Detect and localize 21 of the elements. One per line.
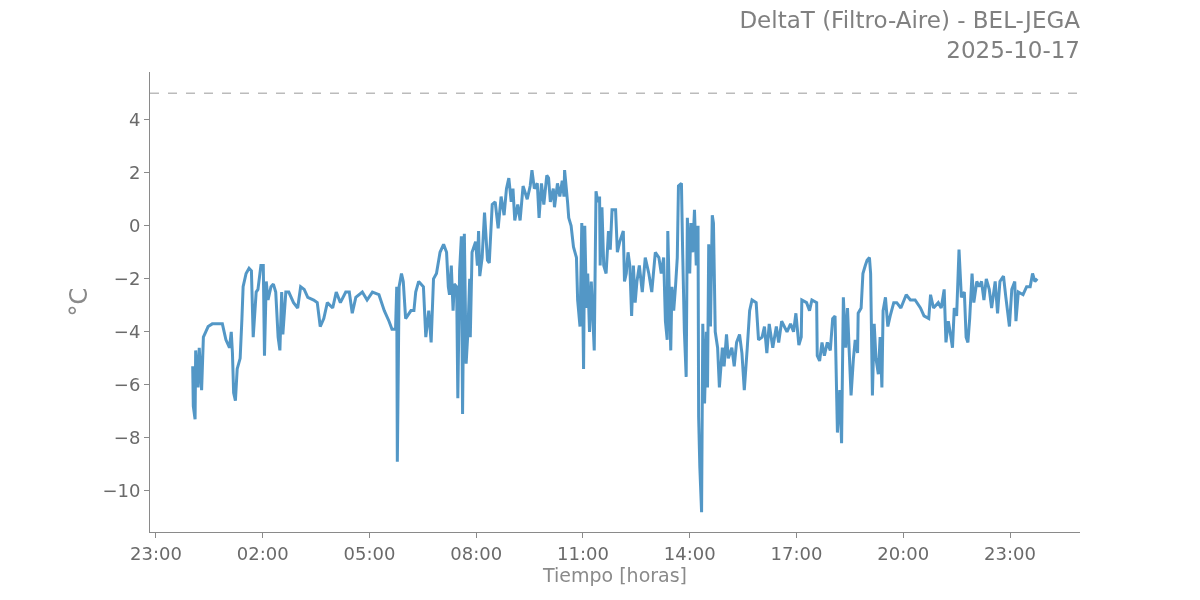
y-axis-title: °C (64, 287, 93, 317)
x-tick-label: 23:00 (129, 542, 182, 564)
y-tick-label: 2 (128, 162, 141, 184)
x-tick-label: 11:00 (557, 542, 609, 564)
y-tick-label: −2 (113, 268, 141, 290)
x-axis-title: Tiempo [horas] (541, 563, 688, 586)
y-tick-label: 4 (128, 109, 141, 131)
chart-title: DeltaT (Filtro-Aire) - BEL-JEGA 2025-10-17 (739, 6, 1081, 63)
x-tick-label: 20:00 (877, 542, 930, 564)
line-series (191, 168, 1039, 514)
x-tick-label: 08:00 (450, 542, 503, 564)
x-tick-label: 17:00 (770, 542, 823, 564)
x-tick-label: 02:00 (236, 542, 289, 564)
x-tick-label: 05:00 (343, 542, 396, 564)
y-tick-label: −10 (102, 480, 141, 502)
y-tick-label: −6 (113, 374, 141, 396)
y-tick-label: −4 (113, 321, 141, 343)
x-tick-label: 23:00 (984, 542, 1036, 564)
x-tick-label: 14:00 (663, 542, 716, 564)
y-tick-label: 0 (128, 215, 141, 237)
y-tick-label: −8 (113, 427, 141, 449)
